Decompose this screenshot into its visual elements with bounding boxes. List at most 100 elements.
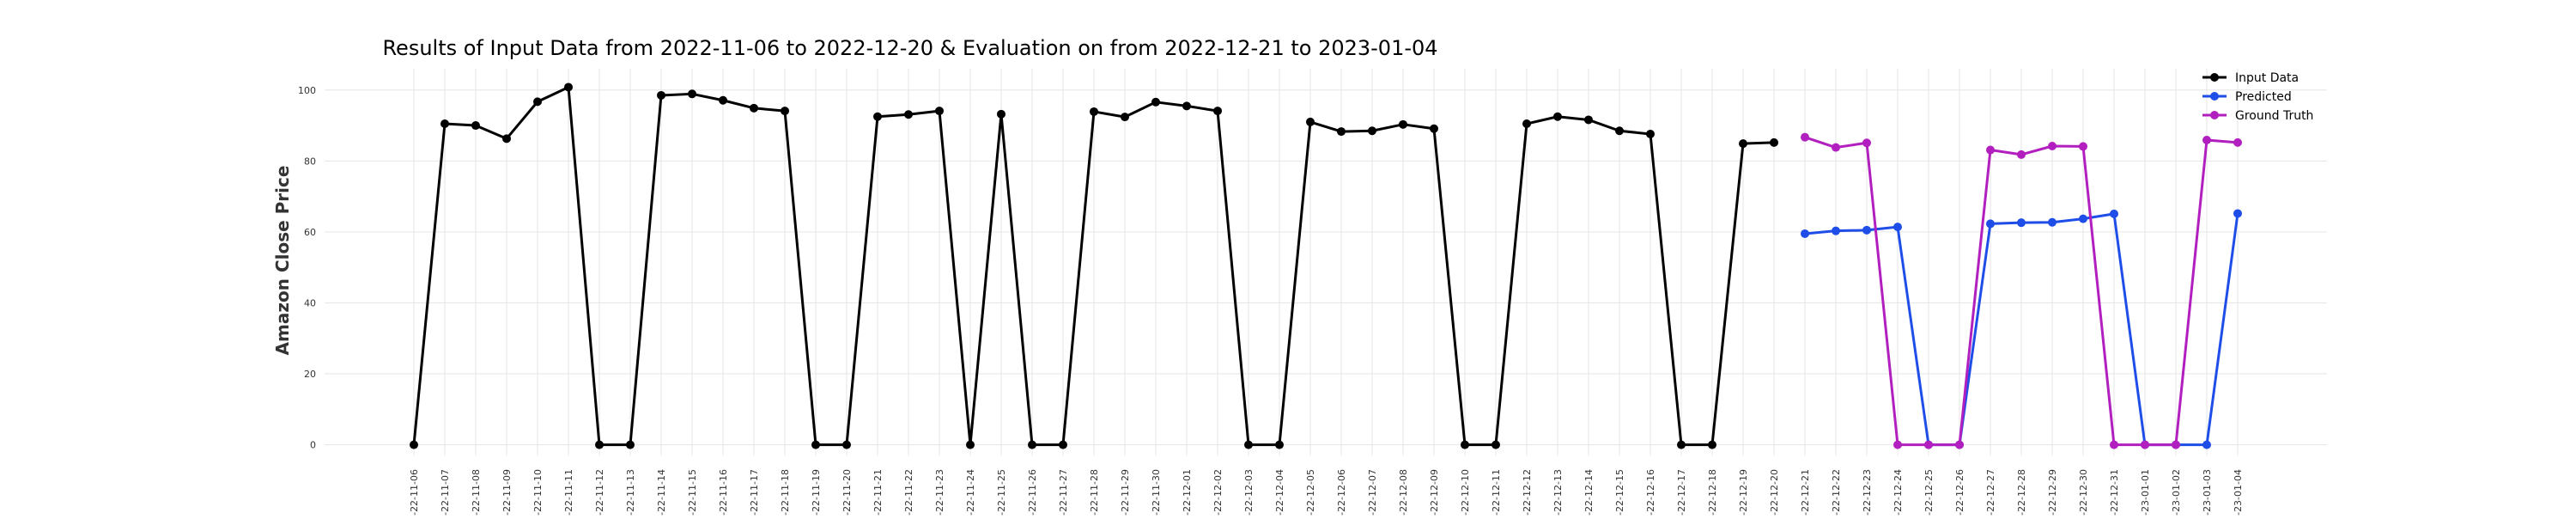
x-tick-label: -22-12-12	[1522, 469, 1533, 516]
data-point	[1584, 115, 1593, 125]
data-point	[904, 110, 913, 119]
data-point	[1028, 440, 1036, 449]
x-tick-label: -22-12-25	[1923, 469, 1935, 516]
x-tick-label: -22-11-27	[1058, 469, 1069, 516]
data-point	[719, 95, 727, 105]
legend-item: Ground Truth	[2202, 109, 2313, 123]
data-point	[2110, 440, 2118, 449]
x-tick-label: -22-12-06	[1336, 469, 1347, 516]
data-point	[1368, 126, 1376, 136]
data-point	[1306, 117, 1315, 126]
x-tick-label: -22-11-13	[625, 469, 636, 516]
data-point	[781, 107, 789, 116]
data-point	[1832, 226, 1840, 235]
x-tick-label: -22-11-21	[872, 469, 884, 516]
data-point	[2017, 150, 2026, 159]
x-tick-label: -22-11-30	[1151, 469, 1162, 516]
data-point	[502, 134, 511, 143]
data-point	[750, 103, 758, 113]
data-point	[1677, 440, 1686, 449]
data-point	[2110, 209, 2118, 218]
data-point	[1059, 440, 1067, 449]
legend-item: Input Data	[2202, 71, 2299, 85]
x-tick-label: -22-11-10	[532, 469, 544, 516]
series-area	[410, 82, 2242, 449]
data-point	[1461, 440, 1469, 449]
x-tick-label: -22-12-11	[1491, 469, 1502, 516]
x-tick-label: -23-01-04	[2233, 469, 2244, 516]
x-tick-label: -23-01-03	[2202, 469, 2213, 516]
data-point	[1522, 119, 1531, 128]
x-tick-label: -22-12-16	[1645, 469, 1656, 516]
grid	[325, 69, 2327, 455]
legend-label: Input Data	[2235, 71, 2299, 85]
x-tick-label: -22-11-17	[749, 469, 760, 516]
data-point	[2079, 142, 2087, 151]
x-tick-label: -22-11-14	[656, 469, 667, 516]
data-point	[2233, 209, 2242, 218]
data-point	[440, 119, 449, 128]
data-point	[1862, 138, 1871, 148]
x-tick-label: -22-11-08	[471, 469, 482, 516]
x-tick-label: -22-12-05	[1305, 469, 1316, 516]
x-tick-label: -23-01-01	[2140, 469, 2151, 516]
data-point	[1337, 127, 1346, 137]
data-point	[1151, 97, 1160, 107]
x-tick-label: -23-01-02	[2171, 469, 2182, 516]
x-tick-label: -22-11-15	[687, 469, 698, 516]
x-tick-label: -22-12-17	[1676, 469, 1687, 516]
legend-label: Ground Truth	[2235, 109, 2313, 123]
x-tick-label: -22-11-24	[965, 469, 976, 516]
data-point	[1708, 440, 1716, 449]
data-point	[1924, 440, 1933, 449]
data-point	[1275, 440, 1284, 449]
x-tick-label: -22-12-14	[1583, 469, 1595, 516]
x-tick-label: -22-12-07	[1367, 469, 1378, 516]
data-point	[471, 121, 480, 131]
x-tick-label: -22-11-20	[841, 469, 853, 516]
data-point	[2079, 214, 2087, 223]
data-point	[2141, 440, 2149, 449]
x-tick-label: -22-12-03	[1243, 469, 1255, 516]
data-point	[1832, 143, 1840, 152]
x-tick-label: -22-12-13	[1552, 469, 1564, 516]
x-tick-label: -22-12-21	[1800, 469, 1811, 516]
data-point	[1893, 223, 1902, 232]
x-tick-label: -22-11-28	[1089, 469, 1100, 516]
x-tick-label: -22-12-29	[2047, 469, 2058, 516]
data-point	[1986, 145, 1995, 155]
data-point	[533, 97, 542, 107]
x-tick-label: -22-11-16	[718, 469, 729, 516]
data-point	[1553, 112, 1562, 121]
axes: 0 20 40 60 80 100 -22-11-06 -22-11-07 -22-11-08 -…	[298, 85, 2244, 516]
data-point	[1801, 132, 1809, 142]
data-point	[1739, 139, 1747, 149]
series-ground-truth	[1801, 132, 2242, 449]
data-point	[1430, 124, 1438, 133]
chart-title: Results of Input Data from 2022-11-06 to…	[382, 36, 1437, 60]
data-point	[1893, 440, 1902, 449]
legend-swatch-marker	[2210, 92, 2219, 101]
x-tick-label: -22-11-11	[563, 469, 574, 516]
x-tick-label: -22-12-19	[1738, 469, 1749, 516]
data-point	[2202, 440, 2211, 449]
series-input-data	[410, 82, 1778, 449]
data-point	[564, 82, 573, 92]
x-tick-label: -22-12-23	[1862, 469, 1873, 516]
x-tick-label: -22-11-07	[440, 469, 451, 516]
x-tick-label: -22-12-02	[1212, 469, 1224, 516]
data-point	[2233, 137, 2242, 147]
x-tick-label: -22-12-01	[1182, 469, 1193, 516]
data-point	[1770, 137, 1778, 147]
data-point	[657, 90, 665, 100]
x-tick-label: -22-11-09	[501, 469, 513, 516]
x-tick-label: -22-12-10	[1460, 469, 1471, 516]
y-tick-label: 100	[298, 85, 316, 96]
x-tick-label: -22-11-25	[996, 469, 1007, 516]
data-point	[595, 440, 604, 449]
legend-swatch-marker	[2210, 111, 2219, 119]
data-point	[626, 440, 635, 449]
data-point	[688, 89, 696, 99]
data-point	[1801, 229, 1809, 238]
legend-swatch-marker	[2210, 73, 2219, 82]
